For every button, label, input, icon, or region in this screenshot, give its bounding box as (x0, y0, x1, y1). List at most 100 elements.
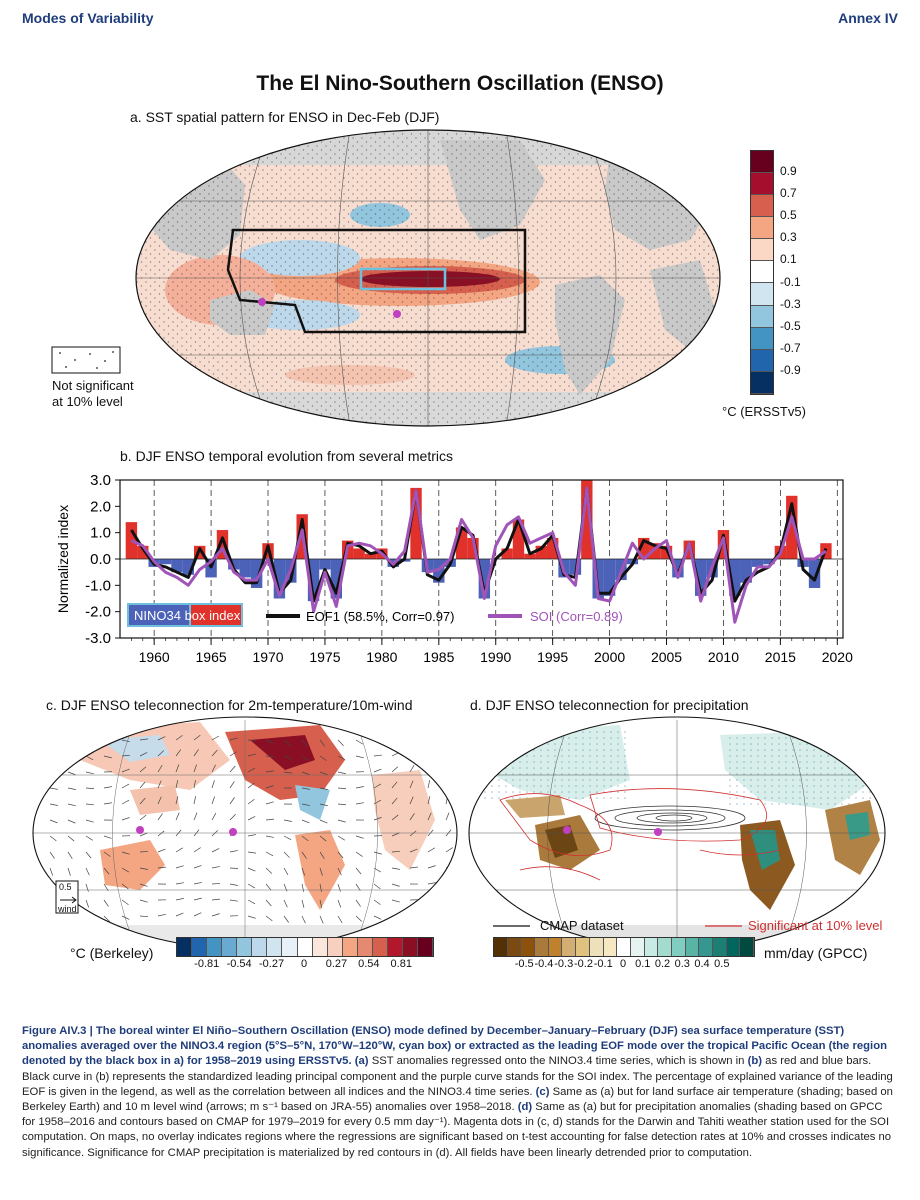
wind-arrow (229, 899, 238, 902)
panel-d-colorbar-ticks: -0.5 -0.4 -0.3 -0.2 -0.1 0 0.1 0.2 0.3 0.4 0.5 (493, 958, 753, 974)
nino34-bar (319, 559, 331, 570)
wind-arrow (49, 867, 54, 876)
wind-arrow (85, 835, 93, 841)
panel-a-units: °C (ERSSTv5) (722, 404, 806, 419)
wind-arrow (283, 771, 292, 774)
colorbar-a-swatch (751, 261, 773, 284)
nino34-bar (672, 559, 684, 578)
nino34-bar (353, 548, 365, 559)
nino34-bar (501, 548, 513, 559)
wind-arrow (193, 764, 197, 773)
wind-arrow (355, 786, 364, 789)
panel-d-units: mm/day (GPCC) (764, 945, 868, 961)
wind-arrow (103, 867, 110, 875)
wind-arrow (283, 851, 290, 858)
colorbar-a-tick: 0.5 (780, 208, 797, 223)
nino34-bar (763, 559, 775, 565)
caption-figure-label: Figure AIV.3 | The boreal winter El Niño… (22, 1025, 887, 1068)
nino34-bar (603, 559, 616, 596)
wind-arrow (301, 819, 310, 824)
wind-arrow (373, 754, 382, 757)
colorbar-tick: 0.3 (674, 958, 690, 970)
wind-arrow (301, 803, 310, 806)
panel-a-colorbar-ticks: 0.9 0.7 0.5 0.3 0.1 -0.1 -0.3 -0.5 -0.7 -0.9 (780, 150, 820, 393)
wind-arrow (319, 755, 327, 761)
wind-arrow (265, 739, 274, 744)
nino34-bar (740, 559, 752, 583)
wind-arrow (49, 803, 58, 806)
wind-arrow (247, 816, 256, 821)
wind-arrow (139, 738, 148, 741)
wind-arrow (67, 787, 76, 790)
colorbar-swatch (713, 938, 727, 956)
wind-arrow (175, 882, 184, 885)
wind-arrow (121, 799, 130, 805)
colorbar-tick: -0.3 (554, 958, 574, 970)
colorbar-a-tick: 0.7 (780, 186, 797, 201)
colorbar-swatch (312, 938, 328, 956)
wind-arrow (301, 915, 306, 924)
colorbar-swatch (507, 938, 522, 956)
panel-a-colorbar (750, 150, 774, 395)
wind-arrow (409, 866, 418, 869)
wind-arrow (193, 734, 201, 741)
colorbar-a-tick: 0.9 (780, 164, 797, 179)
nino34-bar (478, 559, 491, 599)
wind-arrow (265, 818, 274, 821)
colorbar-tick: -0.1 (593, 958, 613, 970)
wind-arrow (193, 865, 202, 869)
wind-arrow (265, 755, 274, 758)
nino34-bar (307, 559, 320, 602)
wind-arrow (175, 912, 184, 917)
colorbar-swatch (671, 938, 686, 956)
nino34-bar (751, 559, 764, 567)
wind-arrow (373, 768, 382, 773)
wind-arrow (301, 787, 310, 790)
wind-arrow (139, 899, 148, 903)
nino34-bar (638, 537, 650, 559)
wind-arrow (157, 813, 163, 821)
nino34-bar (592, 559, 604, 599)
wind-arrow (211, 749, 218, 757)
panel-c-title: c. DJF ENSO teleconnection for 2m-temper… (46, 697, 413, 713)
wind-arrow (265, 851, 274, 857)
wind-arrow (211, 866, 220, 869)
wind-arrow (265, 801, 274, 805)
wind-arrow (211, 913, 220, 917)
wind-arrow (193, 882, 202, 885)
colorbar-tick: 0.54 (358, 958, 380, 970)
colorbar-swatch (387, 938, 403, 956)
wind-arrow (139, 781, 146, 789)
wind-arrow (229, 781, 235, 789)
wind-arrow (445, 847, 453, 853)
colorbar-a-swatch (751, 305, 773, 328)
wind-arrow (355, 915, 363, 922)
nino34-bar (467, 537, 479, 559)
wind-arrow (157, 750, 165, 757)
wind-arrow (319, 883, 322, 892)
wind-arrow (301, 739, 308, 747)
panel-c-colorbar-ticks: -0.81 -0.54 -0.27 0 0.27 0.54 0.81 (176, 958, 432, 974)
colorbar-swatch (548, 938, 563, 956)
wind-arrow (103, 915, 110, 922)
wind-arrow (337, 851, 344, 859)
colorbar-a-swatch (751, 283, 773, 306)
wind-arrow (175, 865, 184, 869)
wind-arrow (121, 783, 130, 789)
colorbar-a-swatch (751, 195, 773, 218)
colorbar-swatch (685, 938, 700, 956)
wind-arrow (337, 787, 347, 789)
wind-arrow (85, 803, 94, 806)
wind-arrow (175, 847, 183, 853)
legend-cmap: CMAP dataset (540, 918, 624, 933)
x-tick-label: 2010 (708, 649, 739, 665)
colorbar-swatch (699, 938, 713, 956)
wind-arrow (157, 764, 163, 773)
wind-arrow (229, 765, 236, 773)
wind-arrow (355, 851, 363, 857)
nino34-bar (239, 559, 251, 578)
wind-arrow (139, 915, 149, 918)
wind-arrow (139, 797, 146, 805)
wind-arrow (175, 735, 183, 741)
colorbar-swatch (562, 938, 577, 956)
